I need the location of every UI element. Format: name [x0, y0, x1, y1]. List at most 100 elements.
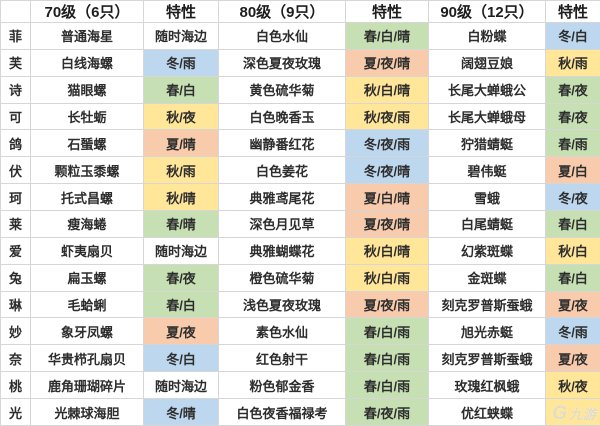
lv80-trait-cell: 秋/白/雨 [345, 263, 429, 292]
lv90-item-cell: 旭光赤蜓 [428, 317, 546, 346]
lv80-trait-cell: 冬/夜/晴 [345, 156, 429, 185]
lv70-item-cell: 鹿角珊瑚碎片 [30, 371, 144, 400]
lv70-trait-cell: 夏/晴 [143, 129, 219, 158]
lv80-trait-cell: 夏/夜/雨 [345, 290, 429, 319]
lv70-item-cell: 毛蛤蜊 [30, 290, 144, 319]
lv90-item-cell: 玫瑰红枫蛾 [428, 371, 546, 400]
lv80-item-cell: 典雅蝴蝶花 [218, 236, 346, 265]
lv70-item-cell: 象牙凤螺 [30, 317, 144, 346]
lv80-trait-cell: 春/白/雨 [345, 344, 429, 373]
lv70-trait-cell: 春/夜 [143, 263, 219, 292]
lv70-trait-cell: 冬/雨 [143, 48, 219, 77]
npc-name-cell: 莱 [0, 210, 31, 238]
npc-name-cell: 诗 [0, 75, 31, 104]
lv70-trait-cell: 随时海边 [143, 22, 219, 50]
npc-name-cell: 菲 [0, 22, 31, 50]
header-row: 70级（6只） 特性 80级（9只） 特性 90级（12只） 特性 [0, 0, 600, 23]
lv90-trait-cell: 春/白 [545, 210, 600, 238]
lv70-item-cell: 扁玉螺 [30, 263, 144, 292]
lv90-trait-cell [545, 398, 600, 426]
lv90-item-cell: 白粉蝶 [428, 22, 546, 50]
lv70-trait-cell: 春/白 [143, 75, 219, 104]
npc-name-cell: 奈 [0, 344, 31, 373]
lv80-trait-cell: 秋/白/晴 [345, 75, 429, 104]
npc-name-cell: 兔 [0, 263, 31, 292]
lv90-item-cell: 优红蛱蝶 [428, 398, 546, 426]
lv90-item-cell: 雪蛾 [428, 183, 546, 212]
lv80-trait-cell: 夏/白/晴 [345, 183, 429, 212]
lv90-item-cell: 阔翅豆娘 [428, 48, 546, 77]
lv70-item-cell: 石蜑螺 [30, 129, 144, 158]
lv80-item-cell: 浅色夏夜玫瑰 [218, 290, 346, 319]
lv70-trait-cell: 冬/晴 [143, 398, 219, 426]
table-row: 琳毛蛤蜊 春/白 浅色夏夜玫瑰 夏/夜/雨 刻克罗普斯蚕蛾 夏/夜 [0, 290, 600, 319]
lv80-item-cell: 典雅鸢尾花 [218, 183, 346, 212]
lv80-item-cell: 深色月见草 [218, 210, 346, 238]
table-body: 菲普通海星 随时海边 白色水仙 春/白/晴 白粉蝶 冬/白芙白线海螺 冬/雨 深色夏夜玫瑰 夏/… [0, 22, 600, 426]
lv70-item-cell: 光棘球海胆 [30, 398, 144, 426]
lv70-trait-cell: 春/白 [143, 290, 219, 319]
lv70-item-cell: 虾夷扇贝 [30, 236, 144, 265]
lv80-trait-cell: 春/夜/雨 [345, 398, 429, 426]
npc-name-cell: 可 [0, 102, 31, 131]
table-row: 妙象牙凤螺 夏/夜 素色水仙 春/白/雨 旭光赤蜓 冬/雨 [0, 317, 600, 346]
table-row: 桃鹿角珊瑚碎片 随时海边 粉色郁金香 春/白/雨 玫瑰红枫蛾 秋/夜 [0, 371, 600, 400]
header-trait-90: 特性 [545, 0, 600, 23]
lv80-item-cell: 黄色硫华菊 [218, 75, 346, 104]
npc-name-cell: 伏 [0, 156, 31, 185]
lv90-item-cell: 金斑蝶 [428, 263, 546, 292]
lv90-item-cell: 刻克罗普斯蚕蛾 [428, 290, 546, 319]
lv70-trait-cell: 夏/夜 [143, 317, 219, 346]
lv90-item-cell: 碧伟蜓 [428, 156, 546, 185]
table-row: 爱虾夷扇贝 随时海边 典雅蝴蝶花 秋/白/晴 幻紫斑蝶 秋/白 [0, 236, 600, 265]
lv80-item-cell: 橙色硫华菊 [218, 263, 346, 292]
lv90-trait-cell: 冬/雨 [545, 317, 600, 346]
lv80-item-cell: 白色水仙 [218, 22, 346, 50]
table-row: 菲普通海星 随时海边 白色水仙 春/白/晴 白粉蝶 冬/白 [0, 22, 600, 50]
lv90-item-cell: 白尾蜻蜓 [428, 210, 546, 238]
npc-name-cell: 琳 [0, 290, 31, 319]
lv80-trait-cell: 夏/夜/晴 [345, 210, 429, 238]
lv80-item-cell: 白色夜香福禄考 [218, 398, 346, 426]
lv70-trait-cell: 秋/雨 [143, 156, 219, 185]
lv80-trait-cell: 秋/白/晴 [345, 236, 429, 265]
npc-name-cell: 鸽 [0, 129, 31, 158]
lv90-trait-cell: 冬/白 [545, 22, 600, 50]
lv80-trait-cell: 夏/夜/晴 [345, 48, 429, 77]
npc-name-cell: 芙 [0, 48, 31, 77]
table-row: 伏颗粒玉黍螺 秋/雨 白色姜花 冬/夜/晴 碧伟蜓 夏/白 [0, 156, 600, 185]
npc-name-cell: 爱 [0, 236, 31, 265]
lv80-item-cell: 幽静番红花 [218, 129, 346, 158]
header-trait-70: 特性 [143, 0, 219, 23]
table-row: 鸽石蜑螺 夏/晴 幽静番红花 冬/夜/雨 狞猎蜻蜓 春/雨 [0, 129, 600, 158]
table-row: 芙白线海螺 冬/雨 深色夏夜玫瑰 夏/夜/晴 阔翅豆娘 秋/雨 [0, 48, 600, 77]
table-row: 珂托式昌螺 秋/晴 典雅鸢尾花 夏/白/晴 雪蛾 冬/夜 [0, 183, 600, 212]
npc-name-cell: 桃 [0, 371, 31, 400]
lv80-item-cell: 红色射干 [218, 344, 346, 373]
lv90-item-cell: 长尾大蝉蛾公 [428, 75, 546, 104]
lv70-item-cell: 华贵栉孔扇贝 [30, 344, 144, 373]
lv90-trait-cell: 秋/白 [545, 236, 600, 265]
header-trait-80: 特性 [345, 0, 429, 23]
lv80-item-cell: 白色晚香玉 [218, 102, 346, 131]
lv70-item-cell: 托式昌螺 [30, 183, 144, 212]
lv70-item-cell: 瘦海蜷 [30, 210, 144, 238]
lv80-trait-cell: 冬/夜/雨 [345, 129, 429, 158]
lv70-trait-cell: 冬/白 [143, 344, 219, 373]
lv70-trait-cell: 春/晴 [143, 210, 219, 238]
lv80-trait-cell: 秋/夜/雨 [345, 102, 429, 131]
header-lv90: 90级（12只） [428, 0, 546, 23]
header-lv80: 80级（9只） [218, 0, 346, 23]
lv90-trait-cell: 春/夜 [545, 75, 600, 104]
table-row: 奈华贵栉孔扇贝 冬/白 红色射干 春/白/雨 刻克罗普斯蚕蛾 夏/夜 [0, 344, 600, 373]
table-row: 光光棘球海胆 冬/晴 白色夜香福禄考 春/夜/雨 优红蛱蝶 [0, 398, 600, 426]
lv70-item-cell: 白线海螺 [30, 48, 144, 77]
table-row: 兔扁玉螺 春/夜 橙色硫华菊 秋/白/雨 金斑蝶 春/白 [0, 263, 600, 292]
npc-name-cell: 珂 [0, 183, 31, 212]
lv90-trait-cell: 秋/雨 [545, 48, 600, 77]
lv90-item-cell: 幻紫斑蝶 [428, 236, 546, 265]
lv80-trait-cell: 春/白/雨 [345, 371, 429, 400]
lv90-trait-cell: 冬/夜 [545, 183, 600, 212]
lv70-trait-cell: 秋/晴 [143, 183, 219, 212]
